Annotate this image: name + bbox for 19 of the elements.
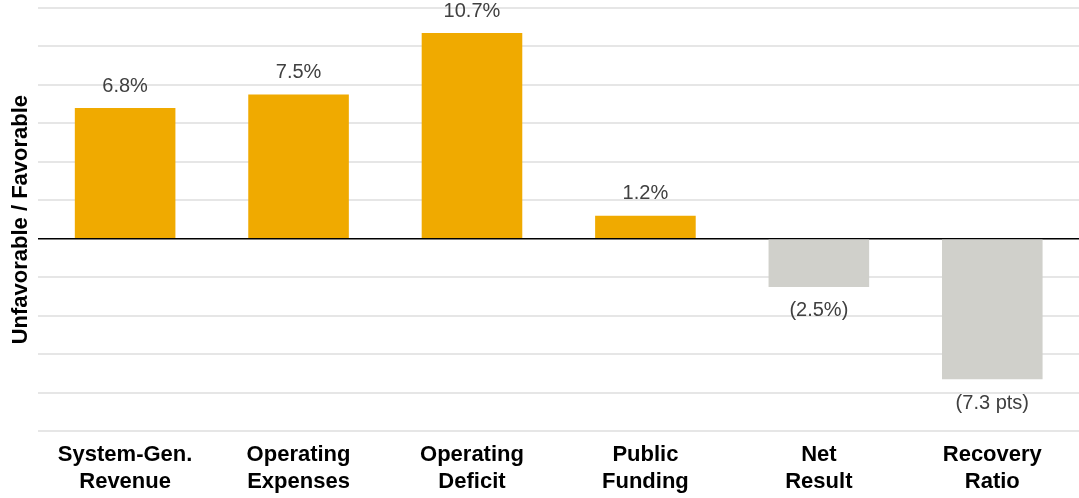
data-label: 6.8% [102,73,149,96]
x-tick-label: Operating Deficit [420,441,524,493]
bar [941,239,1043,380]
x-tick-label: Operating Expenses [246,441,351,493]
x-tick-label: Net Result [785,441,854,493]
y-axis-title: Unfavorable / Favorable [7,94,33,345]
data-label: 1.2% [622,181,669,204]
x-tick-label: System-Gen. Revenue [57,441,193,493]
data-label: (2.5%) [789,298,849,321]
bar [595,215,696,239]
bar [74,108,176,239]
bar [248,94,349,239]
data-label: (7.3 pts) [955,390,1029,413]
bar [421,33,523,239]
x-tick-label: Recovery Ratio [942,441,1043,493]
data-label: 10.7% [443,0,501,21]
data-label: 7.5% [275,60,322,83]
x-tick-label: Public Funding [602,441,689,493]
bar [768,239,870,287]
